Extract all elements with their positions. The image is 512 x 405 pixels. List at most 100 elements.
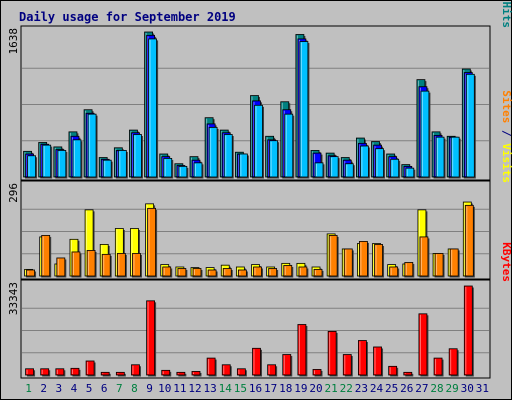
hits-bar-pages-day-18 [284,113,295,179]
visits-bar-sites-day-10 [162,266,173,278]
hits-bar-pages-day-25 [390,158,401,179]
kbytes-bar-body [282,354,292,376]
day-label-5: 5 [86,382,93,395]
day-label-7: 7 [116,382,123,395]
kbytes-bar-kbytes-day-17 [267,364,278,377]
hits-bar-body [329,156,339,178]
visits-bar-body [237,269,247,277]
kbytes-bar-kbytes-day-2 [40,368,51,377]
hits-legend: Pages / Files / Hits [500,0,512,28]
hits-bar-body [102,159,112,178]
visits-bar-body [56,257,66,277]
hits-bar-pages-day-27 [420,90,431,179]
day-label-29: 29 [446,382,459,395]
hits-bar-pages-day-6 [102,159,113,179]
visits-bar-body [116,253,126,277]
x-axis: 1 2 3 4 5 6 7 8 9 10 11 12 13 14 15 16 17 18 19 20 21 22 23 24 2… [25,382,489,395]
kbytes-bar-body [342,354,352,376]
hits-bar-pages-day-22 [344,163,355,179]
hits-legend-label-3: / [500,0,512,2]
hits-bar-body [87,113,97,178]
day-label-9: 9 [146,382,153,395]
visits-legend-label-1: / [500,123,512,143]
kbytes-bar-body [403,371,413,376]
hits-bar-body [254,104,263,178]
kbytes-legend-label-0: KBytes [500,242,512,282]
visits-bar-body [147,207,156,277]
visits-bar-body [26,269,35,277]
day-label-24: 24 [370,382,384,395]
visits-bar-sites-day-7 [116,253,127,278]
kbytes-bar-kbytes-day-14 [221,364,232,377]
kbytes-bar-kbytes-day-29 [448,348,459,377]
visits-bar-sites-day-5 [86,250,97,278]
visits-legend-label-2: Visits [500,143,512,183]
hits-bar-pages-day-4 [72,139,83,179]
visits-bar-sites-day-21 [328,235,339,278]
hits-bar-body [208,127,218,178]
visits-bar-sites-day-4 [71,251,82,278]
hits-bar-pages-day-26 [405,167,416,179]
day-label-30: 30 [461,382,474,395]
day-label-16: 16 [249,382,262,395]
kbytes-bar-body [85,360,95,376]
hits-bar-pages-day-20 [314,162,325,179]
hits-bar-body [57,150,67,178]
day-label-15: 15 [234,382,247,395]
kbytes-max-label: 33343 [7,282,20,315]
visits-bar-sites-day-24 [374,244,385,278]
kbytes-bar-kbytes-day-22 [342,354,353,377]
hits-bar-body [390,158,400,178]
visits-bar-sites-day-14 [222,268,233,278]
hits-bar-pages-day-10 [163,158,174,179]
kbytes-bar-body [373,346,382,376]
hits-bar-body [117,150,127,178]
kbytes-bar-body [70,367,80,376]
kbytes-bar-kbytes-day-4 [70,367,81,377]
kbytes-bar-body [115,371,125,376]
visits-bar-sites-day-30 [464,204,475,278]
visits-bar-sites-day-20 [313,268,324,278]
hits-bar-pages-day-19 [299,41,310,179]
visits-max-label: 296 [7,183,20,203]
kbytes-bar-kbytes-day-9 [146,300,157,377]
visits-legend: Sites / Visits [500,90,512,183]
day-label-3: 3 [56,382,63,395]
day-label-27: 27 [415,382,428,395]
kbytes-bar-kbytes-day-16 [252,347,262,377]
visits-bar-sites-day-12 [192,268,203,278]
visits-bar-body [389,266,399,277]
hits-bar-body [405,167,415,178]
hits-bar-pages-day-29 [450,136,461,179]
kbytes-bar-body [131,364,140,376]
hits-bar-body [133,134,142,178]
day-label-10: 10 [158,382,171,395]
hits-bar-pages-day-2 [42,144,53,179]
day-label-23: 23 [355,382,368,395]
day-label-26: 26 [400,382,413,395]
hits-bar-body [27,155,36,178]
hits-bar-pages-day-8 [133,134,143,179]
visits-bar-body [374,244,383,277]
kbytes-bar-body [358,340,367,376]
kbytes-bar-body [252,347,261,376]
hits-bar-body [375,148,384,178]
visits-bar-sites-day-2 [41,235,52,278]
kbytes-bar-body [100,371,110,376]
hits-max-label: 1638 [7,28,20,55]
kbytes-bar-kbytes-day-27 [418,313,429,377]
kbytes-bar-kbytes-day-1 [25,368,36,377]
hits-bar-body [314,162,324,178]
visits-bar-body [434,253,444,277]
hits-bar-pages-day-12 [193,162,204,179]
day-label-2: 2 [40,382,47,395]
visits-bar-sites-day-11 [177,268,188,278]
day-label-31: 31 [476,382,489,395]
visits-bar-body [298,266,308,277]
day-label-4: 4 [71,382,78,395]
hits-bar-body [42,144,52,178]
day-label-1: 1 [25,382,32,395]
hits-bar-body [178,165,188,178]
